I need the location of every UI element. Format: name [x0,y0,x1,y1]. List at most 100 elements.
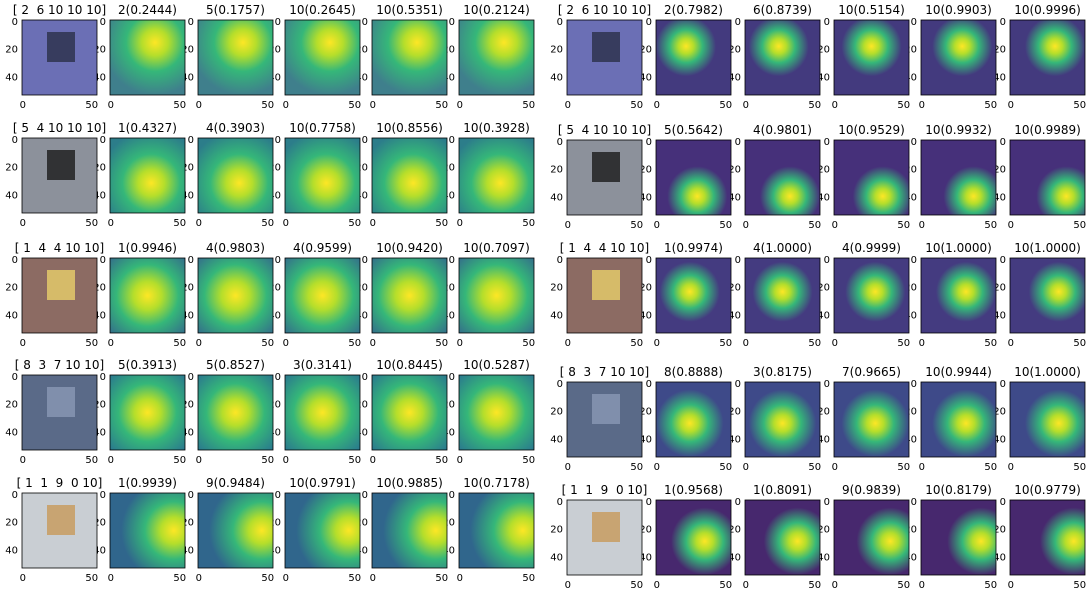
y-tick-label: 20 [5,163,18,174]
x-tick-label: 50 [522,573,535,584]
attention-map [920,139,997,216]
y-tick-label: 40 [639,192,652,203]
attention-map [109,19,186,96]
subplot-title: 5(0.5642) [664,123,723,137]
y-tick-label: 40 [355,72,368,83]
y-tick-label: 20 [639,407,652,418]
y-tick-label: 40 [993,192,1006,203]
subplot-title: 4(0.9803) [206,241,265,255]
y-tick-label: 40 [442,72,455,83]
subplot-title: 8(0.8888) [664,365,723,379]
subplot-title: 1(0.8091) [753,483,812,497]
y-tick-label: 40 [5,545,18,556]
y-tick-label: 0 [911,137,917,148]
subplot-title: 10(1.0000) [1014,241,1081,255]
y-tick-label: 20 [442,283,455,294]
y-tick-label: 20 [93,400,106,411]
image-detail [47,32,75,62]
attention-map [371,374,448,451]
x-tick-label: 50 [984,462,997,473]
x-tick-label: 0 [196,100,202,111]
y-tick-label: 20 [355,45,368,56]
row-label: [ 5 4 10 10 10] [13,121,106,135]
subplot-title: 5(0.3913) [118,358,177,372]
y-tick-label: 40 [639,72,652,83]
x-tick-label: 0 [283,218,289,229]
attention-map [458,492,535,569]
attention-map [655,381,732,458]
subplot-title: 10(0.9791) [289,476,356,490]
x-tick-label: 0 [743,580,749,591]
x-tick-label: 0 [565,100,571,111]
y-tick-label: 40 [904,192,917,203]
x-tick-label: 50 [173,455,186,466]
subplot-title: 10(0.2645) [289,3,356,17]
y-tick-label: 0 [188,135,194,146]
attention-map [371,137,448,214]
y-tick-label: 0 [275,372,281,383]
subplot-title: 10(0.3928) [463,121,530,135]
y-tick-label: 0 [12,255,18,266]
x-tick-label: 0 [832,462,838,473]
subplot-title: 2(0.7982) [664,3,723,17]
x-tick-label: 0 [457,455,463,466]
row-label: [ 8 3 7 10 10] [560,365,650,379]
subplot-title: 4(0.9599) [293,241,352,255]
subplot-title: 10(0.9885) [376,476,443,490]
y-tick-label: 0 [100,135,106,146]
attention-map [284,137,361,214]
subplot-title: 10(0.9529) [838,123,905,137]
y-tick-label: 20 [442,400,455,411]
attention-map [284,257,361,334]
row-label: [ 1 1 9 0 10] [562,483,648,497]
row-label: [ 1 1 9 0 10] [17,476,103,490]
y-tick-label: 20 [993,407,1006,418]
y-tick-label: 20 [817,165,830,176]
attention-map [197,19,274,96]
y-tick-label: 20 [181,45,194,56]
x-tick-label: 0 [283,573,289,584]
x-tick-label: 50 [808,580,821,591]
y-tick-label: 20 [5,283,18,294]
x-tick-label: 50 [348,338,361,349]
x-tick-label: 50 [173,218,186,229]
row-label: [ 1 4 4 10 10] [560,241,650,255]
x-tick-label: 50 [1073,100,1086,111]
image-detail [592,32,620,62]
y-tick-label: 20 [904,165,917,176]
x-tick-label: 0 [457,218,463,229]
y-tick-label: 40 [268,545,281,556]
x-tick-label: 0 [370,338,376,349]
subplot-title: 10(0.9944) [925,365,992,379]
y-tick-label: 40 [93,72,106,83]
attention-map [655,139,732,216]
x-tick-label: 50 [85,338,98,349]
x-tick-label: 50 [719,338,732,349]
attention-map [197,374,274,451]
x-tick-label: 50 [630,462,643,473]
x-tick-label: 0 [20,338,26,349]
x-tick-label: 0 [743,220,749,231]
subplot-title: 10(0.7178) [463,476,530,490]
y-tick-label: 40 [904,72,917,83]
y-tick-label: 0 [735,137,741,148]
attention-map [458,257,535,334]
y-tick-label: 20 [355,518,368,529]
y-tick-label: 40 [993,72,1006,83]
subplot-title: 6(0.8739) [753,3,812,17]
x-tick-label: 0 [565,462,571,473]
y-tick-label: 0 [1000,255,1006,266]
y-tick-label: 20 [442,45,455,56]
y-tick-label: 0 [188,490,194,501]
x-tick-label: 50 [630,220,643,231]
subplot-title: 1(0.9568) [664,483,723,497]
y-tick-label: 20 [904,45,917,56]
y-tick-label: 40 [728,310,741,321]
y-tick-label: 0 [100,372,106,383]
y-tick-label: 20 [268,400,281,411]
subplot-title: 10(0.5154) [838,3,905,17]
x-tick-label: 50 [173,338,186,349]
row-label: [ 5 4 10 10 10] [558,123,651,137]
attention-map [458,137,535,214]
